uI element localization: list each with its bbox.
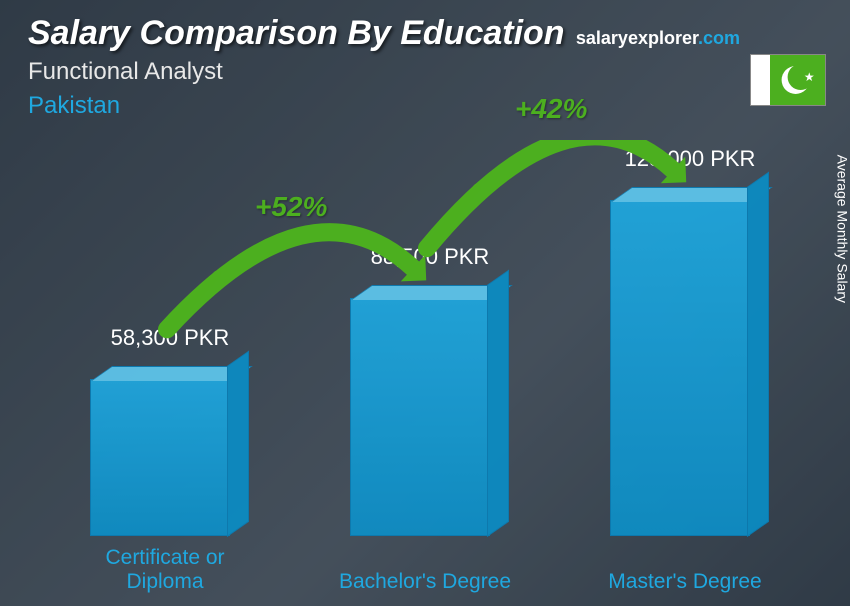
country-label: Pakistan bbox=[28, 92, 120, 120]
star-icon: ★ bbox=[804, 70, 815, 84]
y-axis-label: Average Monthly Salary bbox=[834, 155, 850, 303]
bar-category-label: Bachelor's Degree bbox=[330, 570, 520, 594]
flag-field: ★ bbox=[770, 55, 826, 105]
bar-value-label: 125,000 PKR bbox=[600, 146, 780, 172]
page-title: Salary Comparison By Education bbox=[28, 14, 565, 53]
flag-stripe bbox=[751, 55, 770, 105]
bar-value-label: 88,500 PKR bbox=[340, 244, 520, 270]
bar-value-label: 58,300 PKR bbox=[80, 325, 260, 351]
jump-percent-label: +42% bbox=[515, 93, 587, 125]
chart-bar bbox=[610, 200, 750, 536]
flag-icon: ★ bbox=[750, 54, 826, 106]
infographic-container: Salary Comparison By Education Functiona… bbox=[0, 0, 850, 606]
jump-percent-label: +52% bbox=[255, 191, 327, 223]
brand-main: salaryexplorer bbox=[576, 28, 698, 48]
bar-category-label: Master's Degree bbox=[590, 570, 780, 594]
brand-label: salaryexplorer.com bbox=[576, 28, 740, 49]
job-subtitle: Functional Analyst bbox=[28, 58, 223, 86]
brand-suffix: .com bbox=[698, 28, 740, 48]
chart-bar bbox=[90, 379, 230, 536]
bar-category-label: Certificate or Diploma bbox=[70, 546, 260, 594]
chart-bar bbox=[350, 298, 490, 536]
country-text: Pakistan bbox=[28, 92, 120, 119]
bar-chart: 58,300 PKRCertificate or Diploma88,500 P… bbox=[50, 140, 790, 536]
